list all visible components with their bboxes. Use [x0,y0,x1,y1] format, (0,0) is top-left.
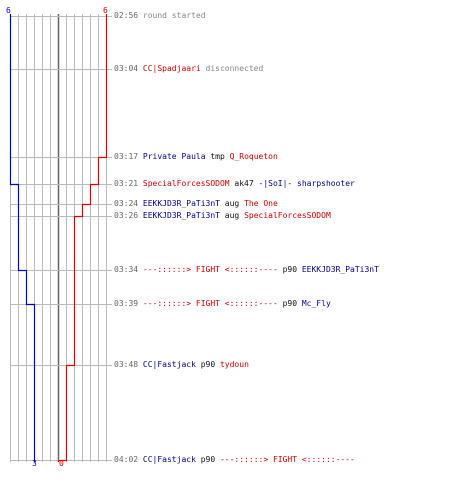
event-text: ---::::::> FIGHT <::::::---- [219,455,355,464]
event-row: 03:48 CC|Fastjack p90 tydoun [114,359,249,371]
event-row: 03:04 CC|Spadjaari disconnected [114,63,263,75]
event-time: 03:04 [114,64,143,73]
event-row: 02:56 round started [114,10,206,22]
red-end-count: 0 [59,459,64,468]
blue-start-count: 6 [6,6,11,15]
event-text: p90 [195,455,220,464]
event-row: 03:24 EEKKJD3R_PaTi3nT aug The One [114,198,278,210]
event-text: The One [244,199,278,208]
event-row: 03:21 SpecialForcesSODOM ak47 -|SoI|- sh… [114,178,355,190]
event-text: Q_Roqueton [229,152,278,161]
event-text: ---::::::> FIGHT <::::::---- [142,265,278,274]
event-time: 03:48 [114,360,143,369]
event-time: 03:34 [114,265,143,274]
event-text: tydoun [219,360,249,369]
event-time: 03:26 [114,211,143,220]
event-row: 03:34 ---::::::> FIGHT <::::::---- p90 E… [114,264,379,276]
event-text: -|SoI|- sharpshooter [258,179,355,188]
event-text: p90 [277,299,302,308]
event-text: CC|Spadjaari [142,64,201,73]
event-text: ---::::::> FIGHT <::::::---- [142,299,278,308]
team-alive-timeline [9,14,112,462]
red-start-count: 6 [103,6,108,15]
event-text: aug [219,211,245,220]
event-text: SpecialForcesSODOM [142,179,230,188]
event-text: tmp [205,152,230,161]
event-time: 03:39 [114,299,143,308]
event-text: p90 [277,265,302,274]
event-text: round started [142,11,206,20]
event-text: p90 [195,360,220,369]
event-time: 04:02 [114,455,143,464]
event-text: CC|Fastjack [142,455,196,464]
blue-end-count: 3 [32,459,37,468]
event-time: 03:17 [114,152,143,161]
event-text: disconnected [200,64,264,73]
event-text: ak47 [229,179,259,188]
event-text: Mc_Fly [301,299,331,308]
event-text: EEKKJD3R_PaTi3nT [142,199,220,208]
event-text: aug [219,199,245,208]
event-text: CC|Fastjack [142,360,196,369]
event-text: EEKKJD3R_PaTi3nT [301,265,379,274]
event-row: 03:39 ---::::::> FIGHT <::::::---- p90 M… [114,298,331,310]
event-text: Private Paula [142,152,206,161]
event-text: EEKKJD3R_PaTi3nT [142,211,220,220]
blue-team-alive-line [9,14,36,462]
event-row: 04:02 CC|Fastjack p90 ---::::::> FIGHT <… [114,454,355,466]
event-text: SpecialForcesSODOM [244,211,331,220]
event-time: 03:24 [114,199,143,208]
event-time: 03:21 [114,179,143,188]
event-time: 02:56 [114,11,143,20]
red-team-alive-line [57,14,108,462]
event-row: 03:26 EEKKJD3R_PaTi3nT aug SpecialForces… [114,210,331,222]
event-row: 03:17 Private Paula tmp Q_Roqueton [114,151,278,163]
